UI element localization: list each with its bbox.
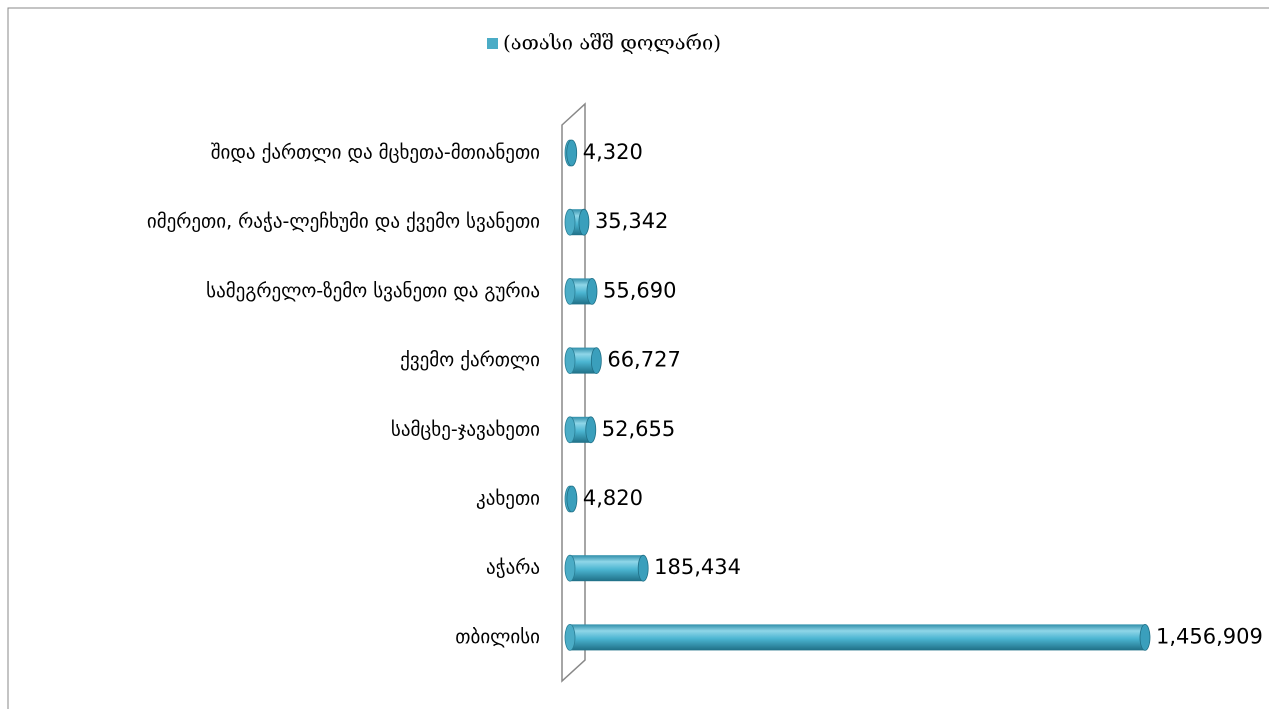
- bar-cap-start: [564, 416, 576, 444]
- bar-cap-start: [564, 208, 576, 236]
- value-label: 4,320: [583, 140, 643, 164]
- legend-label: (ათასი აშშ დოლარი): [503, 31, 721, 55]
- category-label: კახეთი: [476, 488, 540, 510]
- value-label: 55,690: [603, 278, 676, 302]
- bar-cap-end: [566, 139, 578, 167]
- bar-cap-end: [585, 416, 597, 444]
- bar-cap-end: [590, 347, 602, 375]
- value-label: 1,456,909: [1156, 624, 1263, 648]
- bar: [570, 278, 592, 305]
- category-label: შიდა ქართლი და მცხეთა-მთიანეთი: [211, 142, 540, 164]
- category-label: სამცხე-ჯავახეთი: [391, 418, 540, 440]
- bar-cap-end: [578, 208, 590, 236]
- bar: [570, 555, 644, 582]
- category-label: ქვემო ქართლი: [400, 349, 540, 371]
- bar-cap-end: [637, 554, 649, 582]
- bar-cap-end: [1139, 624, 1151, 651]
- category-label: სამეგრელო-ზემო სვანეთი და გურია: [206, 280, 540, 302]
- bar-cap-start: [564, 347, 576, 375]
- legend-swatch: [487, 38, 498, 49]
- value-label: 4,820: [583, 486, 643, 510]
- bar-cap-end: [586, 277, 598, 305]
- category-label: თბილისი: [455, 626, 540, 648]
- value-label: 35,342: [595, 209, 668, 233]
- bar-cap-start: [564, 624, 576, 651]
- bar-cap-start: [564, 277, 576, 305]
- chart-frame: [7, 7, 1269, 713]
- value-label: 185,434: [654, 555, 741, 579]
- plot-wall: [561, 102, 586, 683]
- bar: [570, 416, 591, 443]
- value-label: 52,655: [602, 417, 675, 441]
- bar: [570, 624, 1145, 651]
- category-label: იმერეთი, რაჭა-ლეჩხუმი და ქვემო სვანეთი: [147, 211, 540, 233]
- value-label: 66,727: [607, 348, 680, 372]
- bar-cap-start: [564, 554, 576, 582]
- bar-cap-end: [566, 485, 578, 513]
- category-label: აჭარა: [486, 557, 540, 579]
